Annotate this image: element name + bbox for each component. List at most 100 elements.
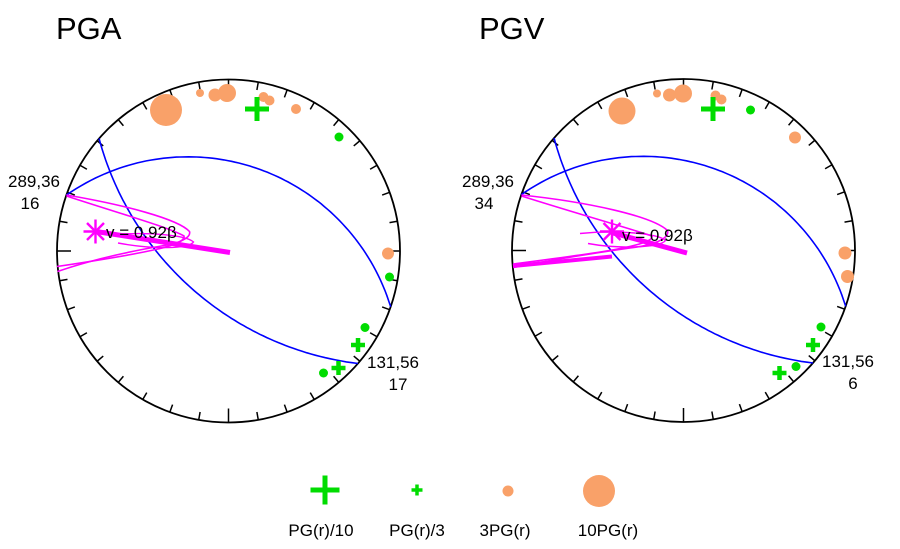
azimuth-tick — [572, 375, 579, 383]
rupture-direction-bar — [612, 230, 688, 256]
azimuth-tick — [389, 220, 398, 224]
azimuth-tick — [197, 411, 201, 421]
azimuth-tick — [572, 118, 579, 126]
azimuth-tick — [738, 403, 743, 412]
amplitude-dot-marker — [791, 362, 801, 371]
azimuth-tick — [764, 391, 770, 400]
azimuth-tick — [808, 139, 816, 146]
azimuth-tick — [514, 278, 523, 282]
amplitude-circle-marker — [653, 89, 661, 98]
azimuth-tick — [652, 411, 656, 420]
directivity-lobe — [512, 195, 653, 265]
azimuth-tick — [624, 89, 629, 98]
azimuth-tick — [514, 219, 523, 223]
stereonet-pga — [56, 78, 401, 424]
pgv-velocity-annotation: v = 0.92β — [622, 226, 693, 245]
azimuth-tick — [309, 102, 315, 110]
azimuth-tick — [381, 191, 390, 196]
legend-label-3pg: 3PG(r) — [479, 521, 531, 540]
azimuth-tick — [824, 164, 833, 170]
azimuth-tick — [738, 89, 743, 98]
azimuth-tick — [79, 164, 88, 170]
pgv-plane1-label: 289,36 34 — [454, 171, 514, 215]
amplitude-dot-marker — [385, 272, 394, 282]
amplitude-circle-marker — [674, 84, 692, 103]
azimuth-tick — [711, 411, 715, 420]
azimuth-tick — [551, 355, 559, 362]
pga-plane1-label: 289,36 16 — [0, 171, 60, 215]
azimuth-tick — [836, 191, 845, 196]
azimuth-tick — [142, 392, 148, 400]
nodal-plane-arc — [553, 137, 814, 364]
pgv-plane2-label: 131,56 6 — [822, 351, 884, 395]
azimuth-tick — [381, 306, 390, 311]
legend-label-pg10: PG(r)/10 — [288, 521, 354, 540]
azimuth-tick — [142, 102, 148, 110]
pga-plane2-strike-dip: 131,56 — [367, 353, 419, 372]
azimuth-tick — [333, 119, 340, 127]
azimuth-tick — [67, 306, 76, 311]
azimuth-tick — [624, 403, 629, 412]
azimuth-tick — [117, 375, 124, 383]
amplitude-circle-marker — [150, 94, 182, 126]
amplitude-dot-marker — [816, 322, 826, 332]
azimuth-tick — [652, 81, 656, 90]
nodal-plane-arc — [520, 155, 847, 307]
pgv-plane1-strike-dip: 289,36 — [462, 172, 514, 191]
azimuth-tick — [808, 355, 816, 362]
azimuth-tick — [333, 375, 340, 383]
azimuth-tick — [597, 101, 603, 110]
pga-plane2-value: 17 — [388, 375, 408, 394]
azimuth-tick — [309, 392, 315, 400]
amplitude-circle-marker — [196, 89, 204, 97]
amplitude-circle-marker — [608, 97, 636, 125]
hypocenter-asterisk — [83, 219, 108, 244]
azimuth-tick — [597, 391, 603, 400]
amplitude-circle-marker — [789, 131, 801, 144]
azimuth-tick — [369, 332, 378, 338]
legend-markers — [310, 475, 615, 507]
legend-label-10pg: 10PG(r) — [577, 521, 639, 540]
nodal-plane-arc — [65, 155, 392, 308]
stereonet-pgv — [511, 78, 856, 423]
amplitude-circle-marker — [716, 94, 727, 105]
amplitude-cross-marker — [351, 338, 365, 352]
azimuth-tick — [534, 331, 543, 337]
amplitude-circle-marker — [218, 84, 236, 102]
pga-plane1-strike-dip: 289,36 — [8, 172, 60, 191]
azimuth-tick — [79, 332, 88, 338]
amplitude-cross-marker — [331, 361, 346, 375]
azimuth-tick — [283, 89, 288, 98]
amplitude-circle-marker — [382, 247, 394, 260]
pgv-plane2-value: 6 — [848, 374, 858, 393]
azimuth-tick — [788, 118, 795, 126]
amplitude-dot-marker — [319, 368, 328, 378]
azimuth-tick — [824, 331, 833, 337]
azimuth-tick — [836, 305, 845, 310]
amplitude-dot-marker — [360, 323, 370, 332]
amplitude-circle-marker — [291, 104, 301, 114]
legend-label-pg3: PG(r)/3 — [389, 521, 445, 540]
azimuth-tick — [197, 81, 201, 91]
azimuth-tick — [534, 164, 543, 170]
pgv-plane2-strike-dip: 131,56 — [822, 352, 874, 371]
azimuth-tick — [788, 375, 795, 383]
legend-circle-marker — [583, 475, 615, 507]
legend-circle-marker — [502, 485, 514, 497]
legend-cross-marker — [310, 475, 340, 505]
azimuth-tick — [117, 119, 124, 127]
azimuth-tick — [283, 404, 288, 413]
azimuth-tick — [96, 355, 104, 362]
azimuth-tick — [256, 411, 260, 421]
hypocenter-asterisk — [600, 219, 624, 244]
amplitude-circle-marker — [838, 246, 852, 260]
pgv-plane1-value: 34 — [474, 194, 494, 213]
azimuth-tick — [256, 81, 260, 91]
amplitude-cross-marker — [806, 338, 820, 352]
pga-velocity-annotation: v = 0.92β — [106, 223, 177, 242]
directivity-lobe — [56, 195, 185, 268]
rupture-direction-bar — [95, 229, 231, 255]
amplitude-circle-marker — [264, 95, 275, 106]
